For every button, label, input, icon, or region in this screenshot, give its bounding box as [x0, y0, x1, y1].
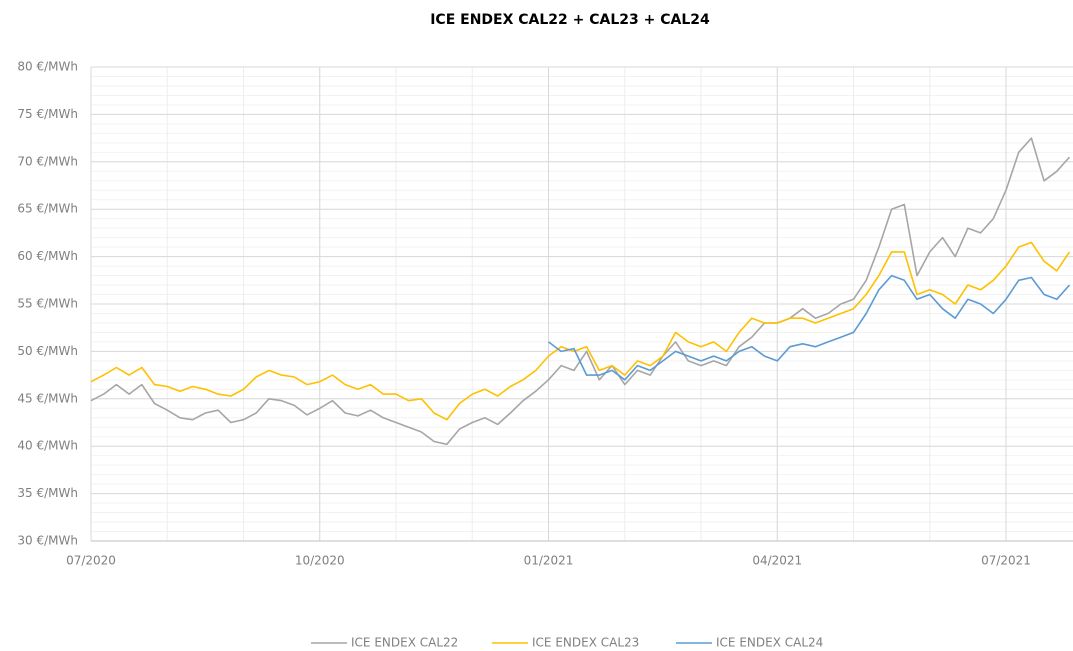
y-tick-label: 30 €/MWh [17, 534, 78, 548]
y-tick-label: 40 €/MWh [17, 439, 78, 453]
y-tick-label: 50 €/MWh [17, 344, 78, 358]
y-tick-label: 75 €/MWh [17, 107, 78, 121]
y-tick-label: 45 €/MWh [17, 391, 78, 405]
y-tick-label: 70 €/MWh [17, 154, 78, 168]
y-tick-label: 60 €/MWh [17, 249, 78, 263]
legend-label: ICE ENDEX CAL24 [716, 636, 823, 650]
y-tick-label: 65 €/MWh [17, 202, 78, 216]
x-tick-label: 07/2020 [66, 554, 116, 568]
legend-label: ICE ENDEX CAL23 [532, 636, 639, 650]
chart-title: ICE ENDEX CAL22 + CAL23 + CAL24 [430, 12, 710, 28]
y-tick-label: 55 €/MWh [17, 297, 78, 311]
series-line [90, 241, 1071, 421]
x-tick-label: 01/2021 [524, 554, 574, 568]
series-line [548, 274, 1071, 381]
legend-label: ICE ENDEX CAL22 [351, 636, 458, 650]
y-tick-label: 80 €/MWh [17, 60, 78, 74]
x-tick-label: 10/2020 [295, 554, 345, 568]
y-tick-label: 35 €/MWh [17, 486, 78, 500]
x-tick-label: 04/2021 [752, 554, 802, 568]
x-tick-label: 07/2021 [981, 554, 1031, 568]
